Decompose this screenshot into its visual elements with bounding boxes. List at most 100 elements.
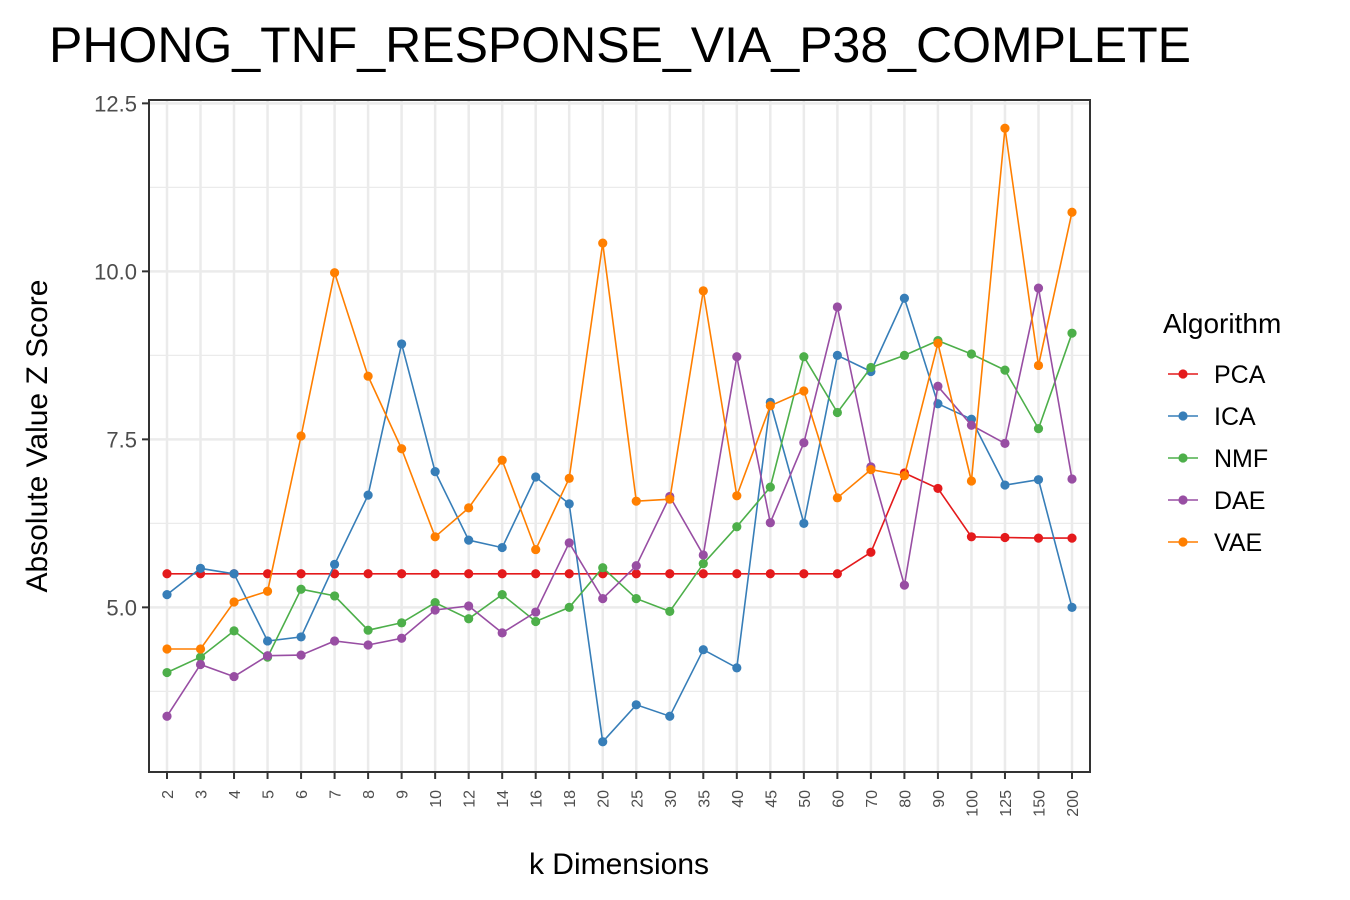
point-dae: [732, 352, 742, 362]
point-dae: [464, 601, 474, 611]
point-nmf: [799, 352, 809, 362]
point-pca: [262, 569, 273, 579]
point-ica: [430, 467, 440, 477]
point-vae: [966, 476, 977, 486]
point-dae: [1067, 474, 1077, 484]
point-dae: [631, 561, 641, 571]
point-nmf: [363, 625, 373, 635]
point-vae: [430, 532, 440, 542]
y-tick-label: 10.0: [94, 259, 137, 284]
point-dae: [1000, 438, 1010, 448]
x-tick-label: 60: [830, 790, 847, 808]
x-tick-label: 50: [797, 790, 814, 808]
grid: [149, 100, 1090, 772]
point-vae: [531, 544, 541, 555]
x-tick-label: 45: [763, 790, 780, 808]
series-nmf: [162, 328, 1077, 678]
point-nmf: [162, 667, 172, 678]
point-dae: [933, 381, 943, 391]
x-tick-label: 100: [964, 790, 981, 817]
point-ica: [329, 559, 340, 569]
point-dae: [899, 580, 910, 590]
point-vae: [1067, 207, 1077, 217]
point-dae: [262, 651, 273, 661]
point-nmf: [430, 598, 440, 608]
point-nmf: [698, 559, 708, 569]
legend-label: PCA: [1214, 361, 1266, 389]
x-tick-label: 6: [294, 790, 311, 799]
series-line-ica: [166, 295, 1073, 744]
point-pca: [732, 569, 742, 579]
point-dae: [966, 420, 977, 430]
point-pca: [531, 569, 541, 579]
point-ica: [1000, 480, 1010, 490]
point-pca: [1067, 533, 1077, 543]
point-vae: [329, 268, 340, 278]
point-ica: [832, 350, 842, 360]
point-pca: [799, 569, 809, 579]
point-nmf: [966, 349, 977, 359]
point-pca: [765, 569, 775, 579]
point-pca: [866, 547, 876, 557]
x-tick-label: 80: [897, 790, 914, 808]
point-nmf: [832, 407, 842, 418]
point-nmf: [732, 522, 742, 532]
legend-key-point: [1178, 495, 1188, 505]
point-dae: [799, 438, 809, 448]
series-line-vae: [167, 128, 1073, 650]
point-vae: [799, 386, 809, 396]
point-pca: [430, 569, 440, 579]
point-dae: [162, 711, 172, 721]
x-tick-label: 16: [529, 790, 546, 808]
y-tick-label: 7.5: [106, 427, 137, 452]
point-ica: [531, 472, 541, 482]
plot-panel-border: [148, 99, 1091, 773]
legend-label: VAE: [1214, 529, 1262, 557]
x-tick-label: 35: [696, 790, 713, 808]
point-vae: [665, 494, 675, 504]
legend-item-ica: ICA: [1168, 403, 1256, 431]
x-tick-label: 125: [998, 790, 1015, 817]
x-tick-label: 20: [596, 790, 613, 808]
x-tick-label: 14: [495, 790, 512, 808]
point-vae: [296, 431, 306, 441]
point-nmf: [1033, 424, 1044, 434]
x-tick-label: 4: [227, 790, 244, 799]
x-tick-label: 7: [328, 790, 345, 799]
point-nmf: [296, 584, 306, 594]
x-axis-title: k Dimensions: [529, 848, 709, 881]
x-tick-label: 10: [428, 790, 445, 808]
x-tick-label: 18: [562, 790, 579, 808]
point-vae: [732, 491, 742, 501]
point-dae: [832, 302, 842, 312]
x-tick-label: 150: [1031, 790, 1048, 817]
point-pca: [397, 569, 407, 579]
x-tick-label: 70: [864, 790, 881, 808]
series-line-pca: [167, 471, 1072, 575]
point-nmf: [598, 563, 608, 573]
x-tick-label: 200: [1065, 790, 1082, 817]
point-pca: [497, 569, 507, 579]
series-dae: [162, 283, 1077, 721]
point-pca: [329, 569, 340, 579]
point-ica: [229, 569, 239, 579]
legend-key-point: [1178, 453, 1188, 463]
legend-label: DAE: [1214, 487, 1265, 515]
point-vae: [598, 238, 608, 248]
point-vae: [497, 455, 507, 465]
legend-key-point: [1178, 411, 1188, 421]
point-ica: [363, 490, 373, 500]
point-dae: [765, 518, 775, 528]
legend-key-point: [1178, 537, 1188, 547]
point-nmf: [531, 616, 541, 627]
point-dae: [195, 659, 206, 670]
point-dae: [1033, 283, 1044, 293]
point-ica: [698, 645, 708, 655]
point-nmf: [665, 606, 675, 616]
point-dae: [329, 636, 340, 646]
point-ica: [799, 518, 809, 528]
axes: 5.07.510.012.52 3 4 5 6 7 8 9 10 12 14 16 18 20 25 30 35…: [94, 91, 1082, 816]
point-nmf: [765, 482, 775, 492]
point-nmf: [1067, 328, 1077, 338]
